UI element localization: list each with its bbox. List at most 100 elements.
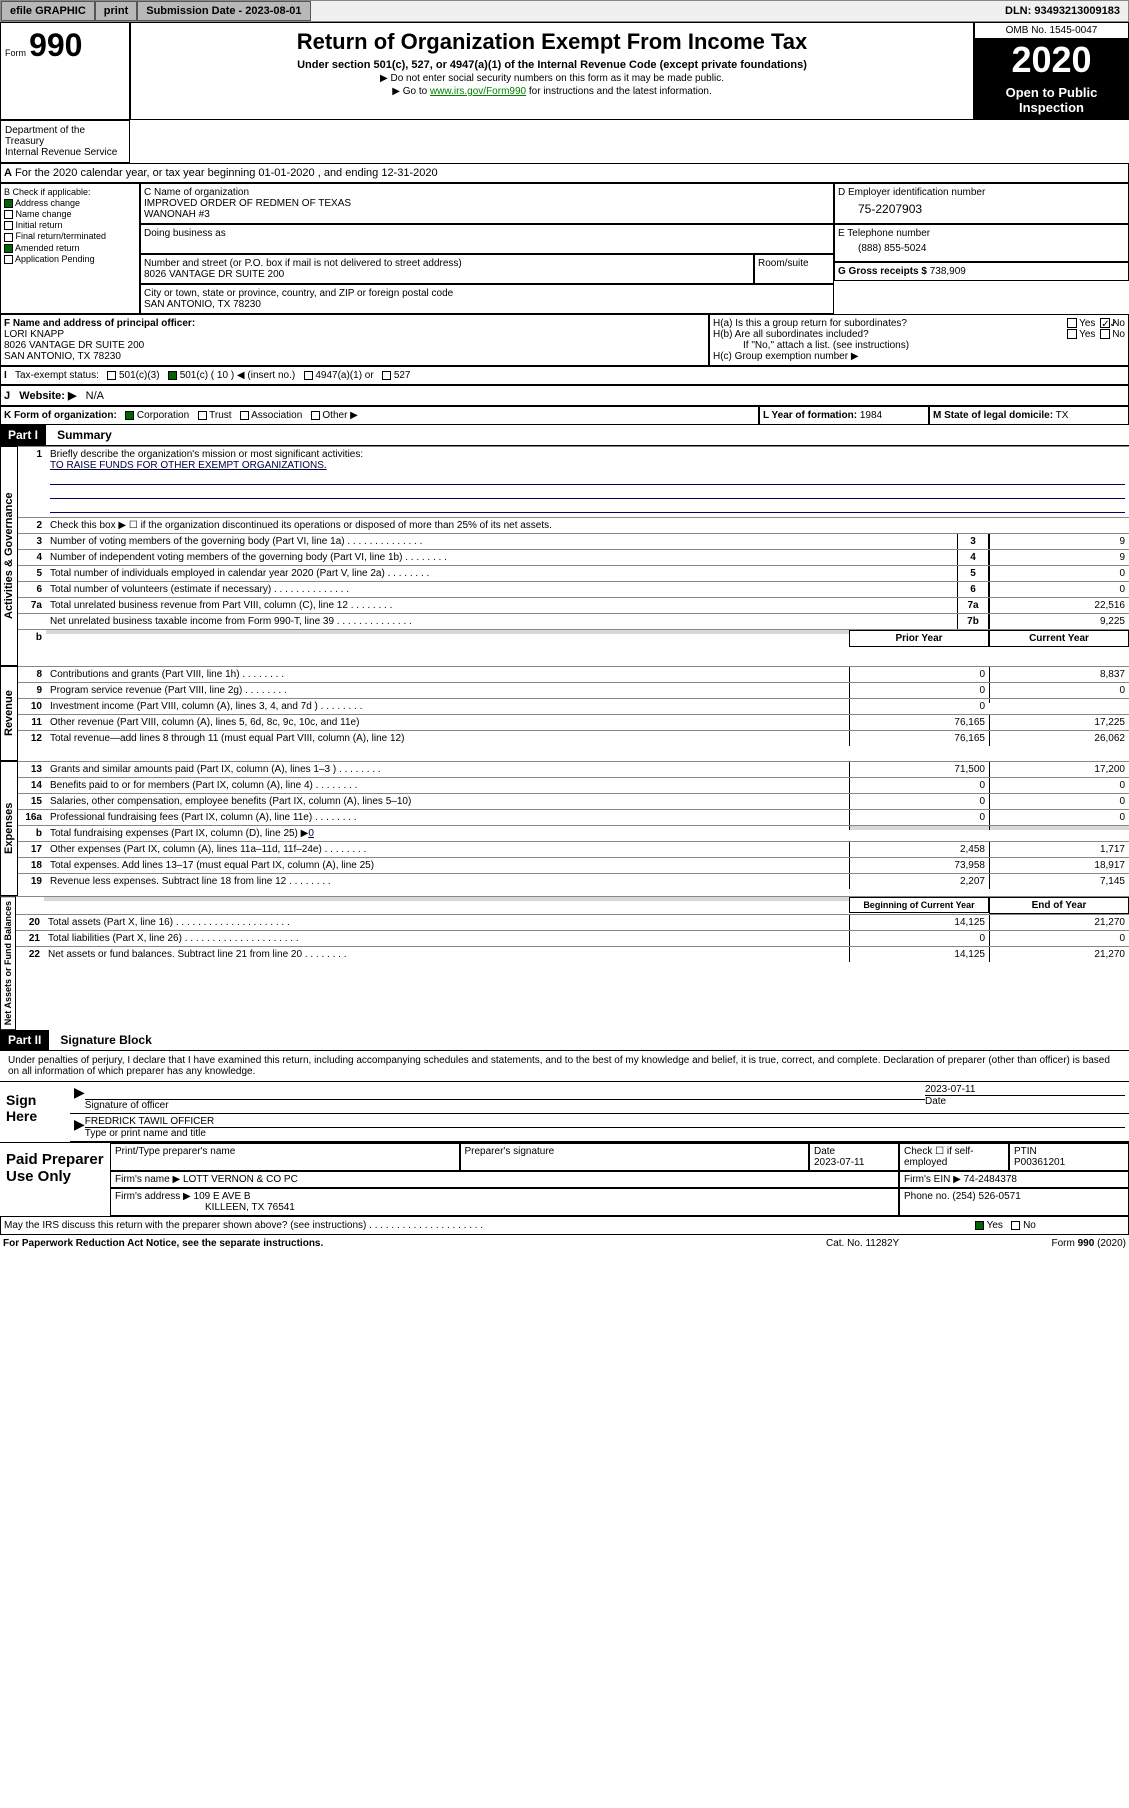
form-note-1: ▶ Do not enter social security numbers o…	[137, 73, 967, 84]
sig-officer-label: Signature of officer	[85, 1100, 925, 1111]
begin-year-header: Beginning of Current Year	[849, 897, 989, 913]
c15: 0	[989, 794, 1129, 809]
val-7b: 9,225	[989, 614, 1129, 629]
right-info: D Employer identification number 75-2207…	[834, 183, 1129, 314]
p21: 0	[849, 931, 989, 946]
vert-revenue: Revenue	[0, 666, 18, 761]
form-word: Form	[5, 48, 26, 58]
org-name-1: IMPROVED ORDER OF REDMEN OF TEXAS	[144, 198, 830, 209]
c10	[989, 699, 1129, 703]
tax-status-row: I Tax-exempt status: 501(c)(3) 501(c) ( …	[0, 366, 1129, 385]
topbar: efile GRAPHIC print Submission Date - 20…	[0, 0, 1129, 22]
title-box: Return of Organization Exempt From Incom…	[130, 22, 974, 120]
trust-check[interactable]	[198, 411, 207, 420]
officer-box: F Name and address of principal officer:…	[0, 314, 709, 366]
phone-label: E Telephone number	[838, 228, 1125, 239]
ha-yes-check[interactable]	[1067, 318, 1077, 328]
amended-return-check[interactable]	[4, 244, 13, 253]
sign-here-label: Sign Here	[0, 1082, 70, 1142]
self-employed-check[interactable]: Check ☐ if self-employed	[899, 1143, 1009, 1171]
print-button[interactable]: print	[95, 1, 137, 21]
address-change-check[interactable]	[4, 199, 13, 208]
discuss-yes-check[interactable]	[975, 1221, 984, 1230]
irs-link[interactable]: www.irs.gov/Form990	[430, 86, 526, 97]
form-number: 990	[29, 27, 82, 63]
prep-date: 2023-07-11	[814, 1157, 864, 1168]
part2-header: Part II Signature Block	[0, 1030, 1129, 1051]
c22: 21,270	[989, 947, 1129, 962]
end-year-header: End of Year	[989, 897, 1129, 914]
addr-label: Number and street (or P.O. box if mail i…	[144, 258, 750, 269]
hb-yes-check[interactable]	[1067, 329, 1077, 339]
c13: 17,200	[989, 762, 1129, 777]
501c-check[interactable]	[168, 371, 177, 380]
officer-addr1: 8026 VANTAGE DR SUITE 200	[4, 340, 144, 351]
ein-label: D Employer identification number	[838, 187, 1125, 198]
firm-addr1: 109 E AVE B	[194, 1191, 251, 1202]
efile-button[interactable]: efile GRAPHIC	[1, 1, 95, 21]
phone-value: (888) 855-5024	[838, 239, 1125, 258]
form-subtitle: Under section 501(c), 527, or 4947(a)(1)…	[137, 59, 967, 71]
footer: For Paperwork Reduction Act Notice, see …	[0, 1235, 1129, 1252]
hc-label: H(c) Group exemption number ▶	[713, 351, 1125, 362]
form-of-org: K Form of organization: Corporation Trus…	[0, 406, 759, 425]
501c3-check[interactable]	[107, 371, 116, 380]
officer-name: LORI KNAPP	[4, 329, 64, 340]
discuss-no-check[interactable]	[1011, 1221, 1020, 1230]
assoc-check[interactable]	[240, 411, 249, 420]
state-domicile: M State of legal domicile: TX	[929, 406, 1129, 425]
p10: 0	[849, 699, 989, 714]
dba-label: Doing business as	[144, 228, 830, 239]
val-4: 9	[989, 550, 1129, 565]
period-row: A For the 2020 calendar year, or tax yea…	[0, 163, 1129, 183]
c21: 0	[989, 931, 1129, 946]
name-change-check[interactable]	[4, 210, 13, 219]
year-formation: L Year of formation: 1984	[759, 406, 929, 425]
c18: 18,917	[989, 858, 1129, 873]
corp-check[interactable]	[125, 411, 134, 420]
c19: 7,145	[989, 874, 1129, 889]
c9: 0	[989, 683, 1129, 698]
p19: 2,207	[849, 874, 989, 889]
website-value: N/A	[86, 390, 104, 402]
ha-no-check[interactable]: ✓	[1100, 318, 1110, 328]
check-applicable-box: B Check if applicable: Address change Na…	[0, 183, 140, 314]
dln-label: DLN: 93493213009183	[997, 2, 1128, 20]
val-5: 0	[989, 566, 1129, 581]
vert-expenses: Expenses	[0, 761, 18, 896]
hb-no-check[interactable]	[1100, 329, 1110, 339]
c8: 8,837	[989, 667, 1129, 682]
part1-header: Part I Summary	[0, 425, 1129, 446]
gross-label: G Gross receipts $	[838, 266, 927, 277]
app-pending-check[interactable]	[4, 255, 13, 264]
prior-year-header: Prior Year	[849, 630, 989, 647]
p12: 76,165	[849, 731, 989, 746]
dept-box: Department of the Treasury Internal Reve…	[0, 120, 130, 163]
p11: 76,165	[849, 715, 989, 730]
final-return-check[interactable]	[4, 233, 13, 242]
paid-preparer-label: Paid Preparer Use Only	[0, 1143, 110, 1216]
year-box: OMB No. 1545-0047 2020 Open to Public In…	[974, 22, 1129, 120]
officer-addr2: SAN ANTONIO, TX 78230	[4, 351, 121, 362]
c16a: 0	[989, 810, 1129, 825]
omb-number: OMB No. 1545-0047	[975, 23, 1128, 39]
ein-value: 75-2207903	[838, 198, 1125, 220]
p14: 0	[849, 778, 989, 793]
firm-ein: 74-2484378	[964, 1174, 1017, 1185]
form-number-box: Form 990	[0, 22, 130, 120]
initial-return-check[interactable]	[4, 221, 13, 230]
org-name-label: C Name of organization	[144, 187, 830, 198]
p9: 0	[849, 683, 989, 698]
527-check[interactable]	[382, 371, 391, 380]
gross-value: 738,909	[930, 266, 966, 277]
vert-net-assets: Net Assets or Fund Balances	[0, 896, 16, 1030]
firm-name: LOTT VERNON & CO PC	[183, 1174, 298, 1185]
firm-addr2: KILLEEN, TX 76541	[115, 1202, 295, 1213]
city-label: City or town, state or province, country…	[144, 288, 830, 299]
other-check[interactable]	[311, 411, 320, 420]
officer-name-title: FREDRICK TAWIL OFFICER	[85, 1116, 1125, 1127]
vert-activities-governance: Activities & Governance	[0, 446, 18, 666]
4947-check[interactable]	[304, 371, 313, 380]
discuss-label: May the IRS discuss this return with the…	[4, 1220, 366, 1231]
mission-text: TO RAISE FUNDS FOR OTHER EXEMPT ORGANIZA…	[50, 460, 327, 471]
